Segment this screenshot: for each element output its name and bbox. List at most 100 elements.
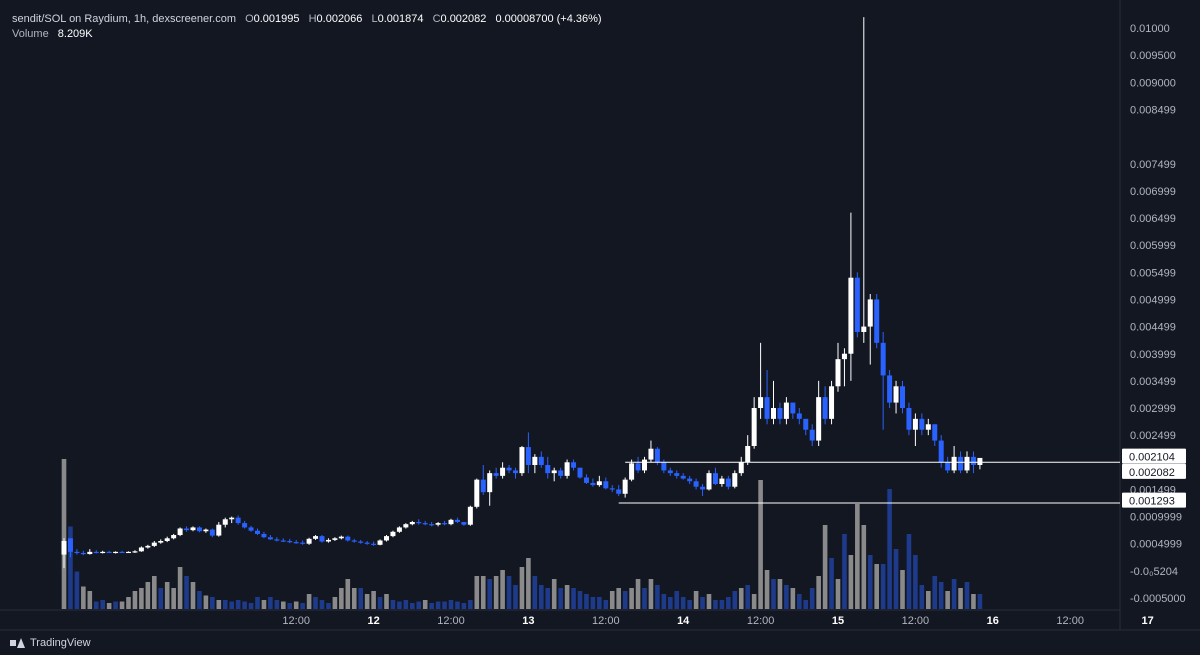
time-axis[interactable]: 12:00 12 12:00 13 12:00 14 12:00 15 12:00 16 12:00… xyxy=(282,615,1200,627)
candle-body xyxy=(738,462,744,474)
price-tick-label: 0.008499 xyxy=(1130,104,1176,116)
volume-bar xyxy=(87,591,93,609)
candle-body xyxy=(532,456,538,465)
volume-bar xyxy=(622,591,628,609)
candle-body xyxy=(958,456,964,471)
volume-bar xyxy=(216,600,222,609)
volume-bar xyxy=(293,601,299,609)
volume-bar xyxy=(487,579,492,609)
volume-bar xyxy=(74,571,80,609)
price-tick-label: 0.01000 xyxy=(1130,23,1170,35)
volume-bar xyxy=(519,567,525,609)
volume-bar xyxy=(300,603,305,609)
volume-bar xyxy=(119,601,125,609)
volume-bar xyxy=(513,585,518,609)
price-axis[interactable]: 0.01000 0.009500 0.009000 0.008499 0.007499 0… xyxy=(1130,23,1186,605)
candle-body xyxy=(571,462,577,468)
volume-bar xyxy=(803,600,809,609)
volume-bar xyxy=(687,600,692,609)
volume-bar xyxy=(81,586,86,609)
candle-body xyxy=(106,551,112,554)
candle-body xyxy=(835,359,841,387)
volume-bar xyxy=(493,576,499,609)
volume-bar xyxy=(455,601,460,609)
open-value: 0.001995 xyxy=(253,13,300,25)
volume-bar xyxy=(732,591,738,609)
candle-body xyxy=(642,459,647,471)
volume-bar xyxy=(371,591,376,609)
candle-body xyxy=(635,463,641,471)
volume-bar xyxy=(558,588,563,609)
volume-bar xyxy=(422,600,428,609)
volume-bar xyxy=(164,582,170,609)
candle-body xyxy=(680,475,686,479)
volume-bar xyxy=(377,597,383,609)
volume-bar xyxy=(738,588,744,609)
candle-body xyxy=(629,463,635,480)
candle-body xyxy=(848,277,854,354)
volume-bar xyxy=(448,600,454,609)
time-tick-label: 12:00 xyxy=(902,615,930,627)
volume-bar xyxy=(577,591,583,609)
candle-body xyxy=(758,397,764,408)
volume-bar xyxy=(210,597,215,609)
volume-bar xyxy=(410,603,415,609)
candle-body xyxy=(190,527,196,531)
candle-body xyxy=(783,402,789,419)
tradingview-logo-icon xyxy=(10,638,26,648)
volume-bar xyxy=(461,603,467,609)
volume-bar xyxy=(132,591,138,609)
close-value: 0.002082 xyxy=(440,13,487,25)
candle-body xyxy=(912,418,918,430)
candle-body xyxy=(771,408,776,419)
volume-bar xyxy=(248,603,254,609)
time-tick-label: 12 xyxy=(367,615,379,627)
candle-body xyxy=(164,538,170,541)
candle-body xyxy=(126,551,131,554)
price-tick-label: 0.009500 xyxy=(1130,50,1176,62)
low-value: 0.001874 xyxy=(377,13,424,25)
time-tick-label: 14 xyxy=(677,615,690,627)
volume-bar xyxy=(113,601,118,609)
volume-bar xyxy=(861,525,867,609)
volume-bar xyxy=(242,601,247,609)
volume-bar xyxy=(635,579,641,609)
price-tick-label: 0.004499 xyxy=(1130,322,1176,334)
volume-bar xyxy=(268,597,273,609)
chart-legend: sendit/SOL on Raydium, 1h, dexscreener.c… xyxy=(12,12,602,42)
volume-bar xyxy=(745,585,750,609)
volume-bar xyxy=(616,588,621,609)
volume-bar xyxy=(442,601,447,609)
volume-bar xyxy=(139,588,144,609)
candle-body xyxy=(80,552,86,555)
volume-bar xyxy=(919,585,925,609)
candle-body xyxy=(906,408,912,430)
volume-bar xyxy=(539,585,544,609)
volume-bar xyxy=(855,504,860,609)
candle-body xyxy=(816,397,822,441)
volume-bar xyxy=(867,555,873,609)
candle-body xyxy=(525,447,531,465)
candle-body xyxy=(313,536,319,539)
volume-bar xyxy=(390,600,396,609)
candle-body xyxy=(209,529,215,536)
candle-body xyxy=(654,448,660,463)
price-label-box xyxy=(1122,463,1186,479)
candle-body xyxy=(725,478,731,487)
close-label: C xyxy=(432,13,441,25)
volume-bar xyxy=(680,597,686,609)
candle-body xyxy=(87,551,93,555)
tradingview-brand[interactable]: TradingView xyxy=(10,637,91,649)
volume-bar xyxy=(500,570,505,609)
candle-body xyxy=(977,457,983,465)
candle-body xyxy=(893,386,899,403)
candle-body xyxy=(138,547,144,552)
volume-bar xyxy=(68,526,73,609)
candle-body xyxy=(706,473,712,490)
volume-bar xyxy=(526,558,531,609)
candle-body xyxy=(422,523,428,525)
candle-body xyxy=(448,519,454,525)
volume-bar xyxy=(197,591,202,609)
volume-bar xyxy=(281,601,286,609)
